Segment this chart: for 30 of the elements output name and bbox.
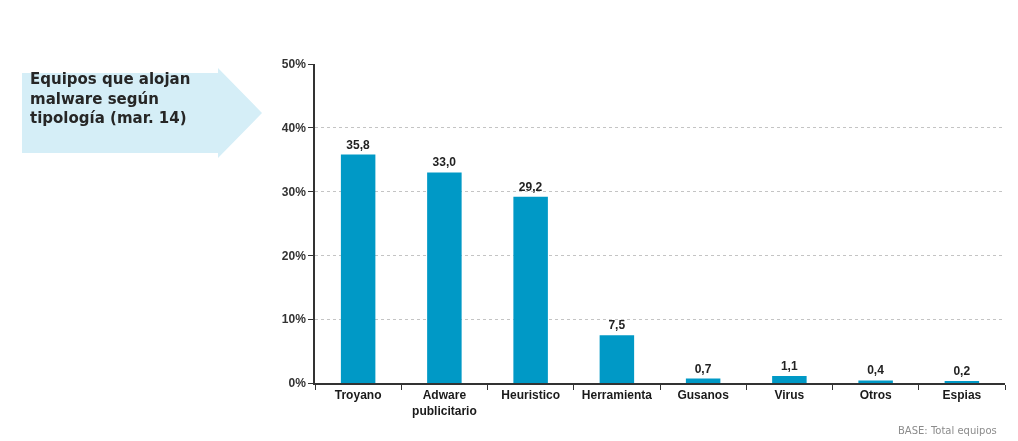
y-tick-label: 0% [288,376,307,391]
y-tick-label: 50% [281,57,307,72]
bar [858,380,893,383]
text: BASE: Total equipos [898,425,997,436]
y-tick-label: 20% [281,248,307,263]
bar [772,375,807,383]
bar [340,154,376,383]
x-tick-label: Adware publicitario [412,388,477,418]
x-tick-label: Virus [774,388,805,403]
x-tick-label: Espias [942,388,982,403]
data-label: 7,5 [608,318,626,333]
bar [513,196,548,383]
x-tick-label: Herramienta [581,388,653,403]
bar [599,335,635,383]
bar [427,172,462,383]
data-label: 0,2 [953,364,971,378]
data-label: 0,4 [867,363,885,378]
x-tick-label: Heuristico [501,388,560,403]
data-label: 33,0 [432,155,457,170]
data-label: 1,1 [780,358,798,373]
data-label: 0,7 [694,361,712,376]
x-tick-label: Troyano [334,388,382,403]
data-label: 35,8 [346,137,370,152]
y-tick-label: 30% [281,184,307,199]
y-tick-label: 40% [281,121,307,135]
data-label: 29,2 [518,179,543,194]
x-tick-label: Gusanos [677,388,730,403]
x-tick-label: Otros [859,388,892,403]
text: Equipos que alojan malware según tipología (mar. 14) [30,70,191,127]
y-tick-label: 10% [281,312,307,327]
